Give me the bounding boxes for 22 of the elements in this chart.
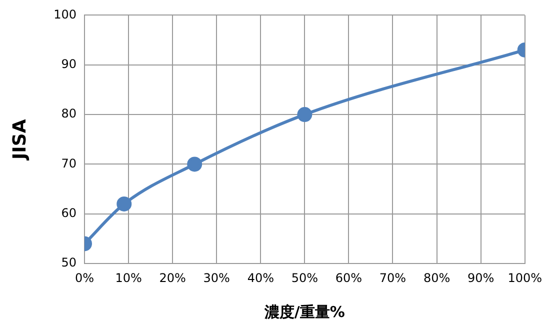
point: [187, 156, 202, 172]
x-tick-label: 30%: [203, 270, 230, 285]
x-tick-label: 100%: [508, 270, 542, 285]
y-tick-label: 80: [61, 106, 77, 121]
x-tick-label: 60%: [335, 270, 362, 285]
x-tick-label: 20%: [159, 270, 186, 285]
point: [297, 107, 312, 122]
x-tick-label: 40%: [247, 270, 274, 285]
y-tick-label: 90: [61, 57, 77, 72]
y-tick-label: 70: [61, 156, 77, 170]
x-tick-label: 10%: [115, 270, 142, 285]
x-axis-title: 濃度/重量%: [263, 302, 345, 321]
y-tick-label: 100: [54, 7, 77, 22]
x-tick-label: 90%: [467, 270, 494, 285]
x-tick-label: 70%: [379, 270, 406, 285]
y-tick-label: 50: [61, 256, 77, 270]
point: [116, 196, 132, 212]
y-tick-label: 60: [61, 206, 77, 220]
x-tick-label: 80%: [423, 270, 450, 285]
x-tick-label: 0%: [74, 270, 94, 285]
y-axis-title: JISA: [9, 119, 30, 162]
x-tick-label: 50%: [291, 270, 318, 285]
